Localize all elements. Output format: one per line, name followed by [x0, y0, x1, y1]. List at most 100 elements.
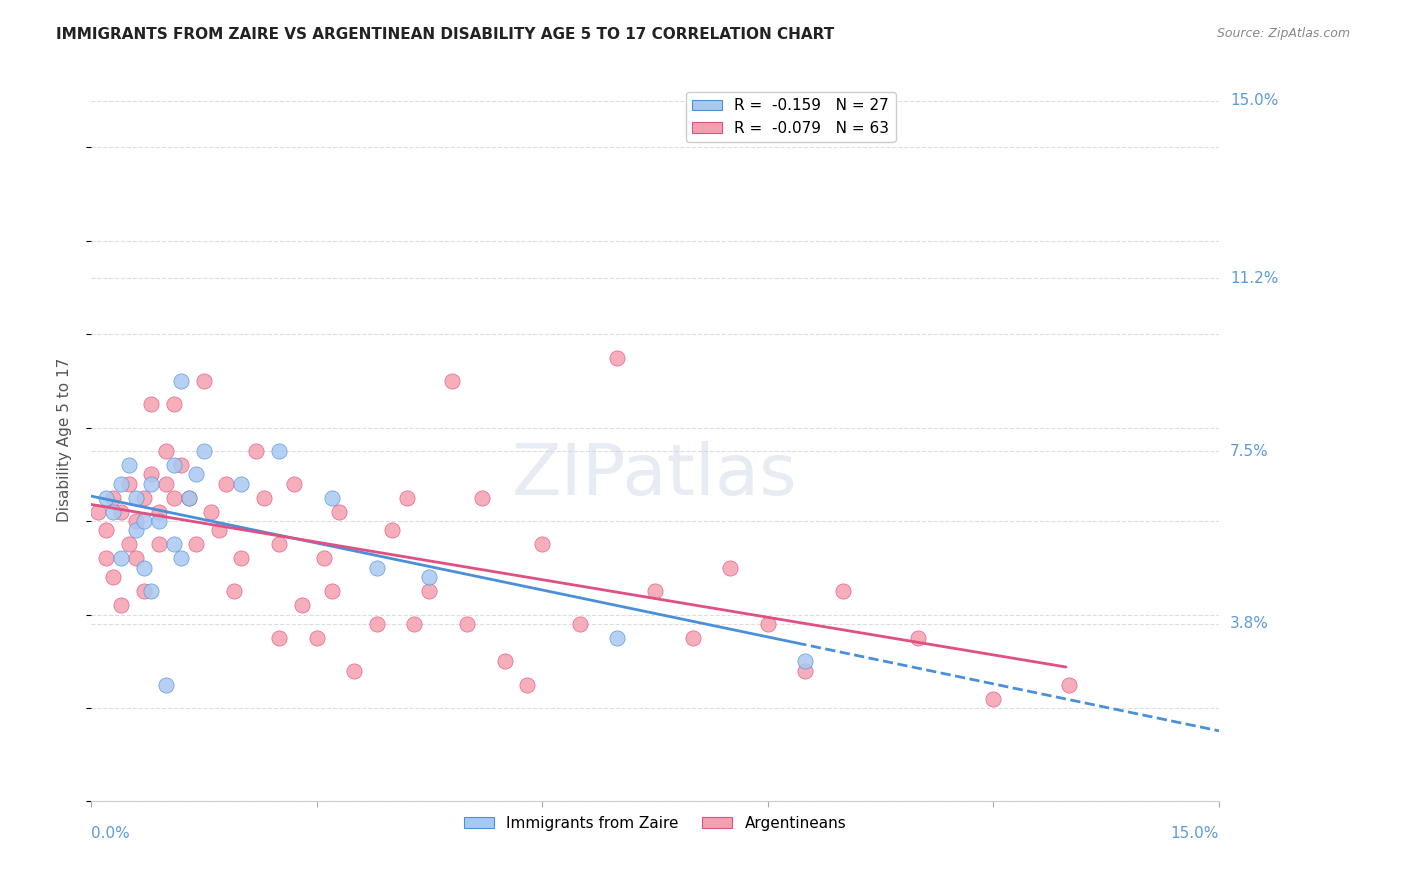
Point — [177, 491, 200, 505]
Point — [245, 444, 267, 458]
Point — [186, 537, 208, 551]
Text: ZIPatlas: ZIPatlas — [512, 441, 797, 510]
Point — [139, 476, 162, 491]
Point — [163, 397, 186, 411]
Point — [208, 524, 231, 538]
Point — [148, 505, 170, 519]
Point — [170, 374, 193, 388]
Point — [163, 537, 186, 551]
Point — [94, 524, 117, 538]
Point — [290, 598, 312, 612]
Point — [1057, 677, 1080, 691]
Point — [110, 598, 132, 612]
Point — [395, 491, 418, 505]
Point — [983, 691, 1005, 706]
Point — [148, 514, 170, 528]
Point — [117, 537, 139, 551]
Point — [231, 551, 253, 566]
Point — [132, 491, 155, 505]
Point — [193, 444, 215, 458]
Point — [103, 491, 125, 505]
Point — [117, 476, 139, 491]
Point — [186, 467, 208, 482]
Point — [794, 654, 817, 668]
Point — [321, 584, 343, 599]
Text: 11.2%: 11.2% — [1230, 271, 1278, 285]
Text: 0.0%: 0.0% — [91, 826, 129, 841]
Point — [163, 491, 186, 505]
Point — [215, 476, 238, 491]
Point — [418, 584, 440, 599]
Point — [328, 505, 350, 519]
Point — [606, 351, 628, 365]
Point — [170, 551, 193, 566]
Text: 15.0%: 15.0% — [1171, 826, 1219, 841]
Point — [343, 664, 366, 678]
Point — [125, 551, 148, 566]
Point — [231, 476, 253, 491]
Text: Source: ZipAtlas.com: Source: ZipAtlas.com — [1216, 27, 1350, 40]
Point — [832, 584, 855, 599]
Point — [155, 677, 177, 691]
Point — [103, 570, 125, 584]
Y-axis label: Disability Age 5 to 17: Disability Age 5 to 17 — [58, 358, 72, 522]
Point — [366, 561, 388, 575]
Text: IMMIGRANTS FROM ZAIRE VS ARGENTINEAN DISABILITY AGE 5 TO 17 CORRELATION CHART: IMMIGRANTS FROM ZAIRE VS ARGENTINEAN DIS… — [56, 27, 835, 42]
Text: 3.8%: 3.8% — [1230, 616, 1270, 632]
Point — [305, 631, 328, 645]
Point — [139, 467, 162, 482]
Point — [177, 491, 200, 505]
Point — [471, 491, 494, 505]
Point — [200, 505, 222, 519]
Point — [283, 476, 305, 491]
Point — [494, 654, 516, 668]
Point — [516, 677, 538, 691]
Point — [568, 616, 591, 631]
Point — [756, 616, 779, 631]
Point — [148, 537, 170, 551]
Point — [125, 514, 148, 528]
Point — [404, 616, 426, 631]
Text: 7.5%: 7.5% — [1230, 443, 1268, 458]
Point — [139, 584, 162, 599]
Point — [94, 551, 117, 566]
Legend: Immigrants from Zaire, Argentineans: Immigrants from Zaire, Argentineans — [457, 810, 852, 837]
Point — [321, 491, 343, 505]
Text: 15.0%: 15.0% — [1230, 94, 1278, 108]
Point — [267, 631, 290, 645]
Point — [253, 491, 276, 505]
Point — [103, 505, 125, 519]
Point — [718, 561, 741, 575]
Point — [132, 584, 155, 599]
Point — [110, 476, 132, 491]
Point — [110, 551, 132, 566]
Point — [644, 584, 666, 599]
Point — [170, 458, 193, 472]
Point — [440, 374, 463, 388]
Point — [312, 551, 335, 566]
Point — [117, 458, 139, 472]
Point — [87, 505, 110, 519]
Point — [267, 537, 290, 551]
Point — [193, 374, 215, 388]
Point — [132, 561, 155, 575]
Point — [125, 491, 148, 505]
Point — [222, 584, 245, 599]
Point — [267, 444, 290, 458]
Point — [155, 444, 177, 458]
Point — [907, 631, 929, 645]
Point — [110, 505, 132, 519]
Point — [94, 491, 117, 505]
Point — [155, 476, 177, 491]
Point — [381, 524, 404, 538]
Point — [682, 631, 704, 645]
Point — [794, 664, 817, 678]
Point — [132, 514, 155, 528]
Point — [163, 458, 186, 472]
Point — [366, 616, 388, 631]
Point — [606, 631, 628, 645]
Point — [418, 570, 440, 584]
Point — [139, 397, 162, 411]
Point — [456, 616, 478, 631]
Point — [531, 537, 554, 551]
